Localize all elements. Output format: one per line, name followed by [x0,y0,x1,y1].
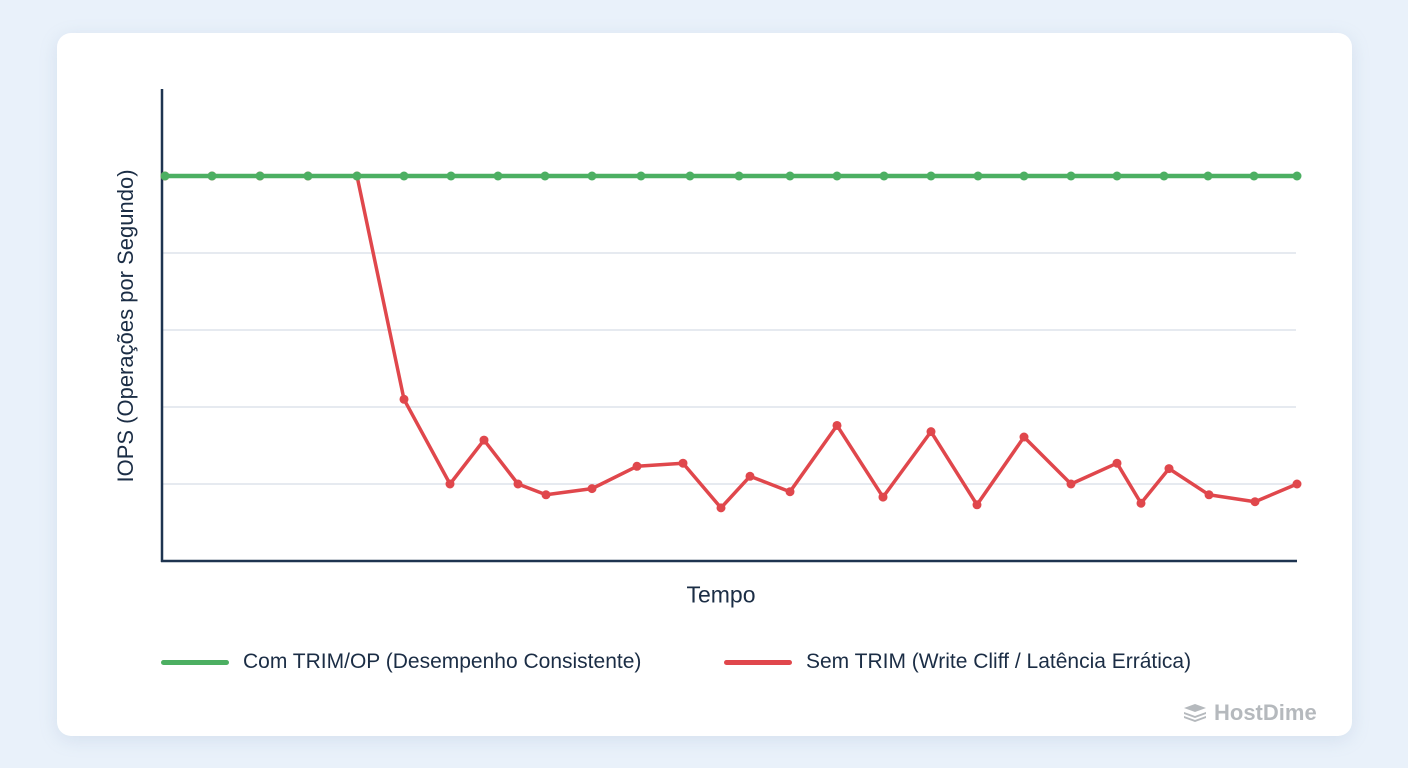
data-point [832,420,842,430]
data-point [1292,171,1302,181]
data-point [926,427,936,437]
data-point [832,171,842,181]
data-point [879,171,889,181]
legend-item-without-trim: Sem TRIM (Write Cliff / Latência Errátic… [724,650,1191,674]
x-axis-label: Tempo [686,581,756,608]
data-point [479,435,489,445]
data-point [878,492,888,502]
data-point [745,471,755,481]
data-point [541,490,551,500]
gridlines [163,252,1296,485]
y-axis-label: IOPS (Operações por Segundo) [113,169,138,483]
chart-card [57,33,1352,736]
data-point [352,171,362,181]
data-point [926,171,936,181]
data-point [1249,171,1259,181]
brand-logo: HostDime [1182,700,1317,726]
data-point [1066,479,1076,489]
data-point [973,171,983,181]
data-point [160,171,170,181]
data-point [399,171,409,181]
data-point [513,479,523,489]
data-point [1204,490,1214,500]
series-layer [160,171,1302,513]
data-point [399,394,409,404]
legend-swatch-red [724,659,792,665]
data-point [1066,171,1076,181]
data-point [1019,432,1029,442]
data-point [1292,479,1302,489]
data-point [785,171,795,181]
data-point [587,171,597,181]
data-point [1112,171,1122,181]
legend-item-with-trim: Com TRIM/OP (Desempenho Consistente) [161,650,641,674]
data-point [255,171,265,181]
legend-swatch-green [161,659,229,665]
legend-label: Sem TRIM (Write Cliff / Latência Errátic… [806,650,1192,673]
data-point [1203,171,1213,181]
data-point [493,171,503,181]
legend-label: Com TRIM/OP (Desempenho Consistente) [243,650,642,673]
data-point [1159,171,1169,181]
data-point [1164,464,1174,474]
data-point [1250,497,1260,507]
data-point [636,171,646,181]
data-point [685,171,695,181]
data-point [632,461,642,471]
data-point [734,171,744,181]
data-point [972,500,982,510]
data-point [207,171,217,181]
data-point [446,171,456,181]
series-without-trim [160,171,1302,513]
data-point [540,171,550,181]
data-point [587,484,597,494]
data-point [445,479,455,489]
data-point [785,487,795,497]
data-point [678,458,688,468]
series-with-trim [160,171,1302,181]
server-stack-icon [1184,704,1206,722]
data-point [1112,458,1122,468]
data-point [1019,171,1029,181]
data-point [1136,498,1146,508]
data-point [303,171,313,181]
brand-name: HostDime [1214,700,1317,725]
data-point [716,503,726,513]
